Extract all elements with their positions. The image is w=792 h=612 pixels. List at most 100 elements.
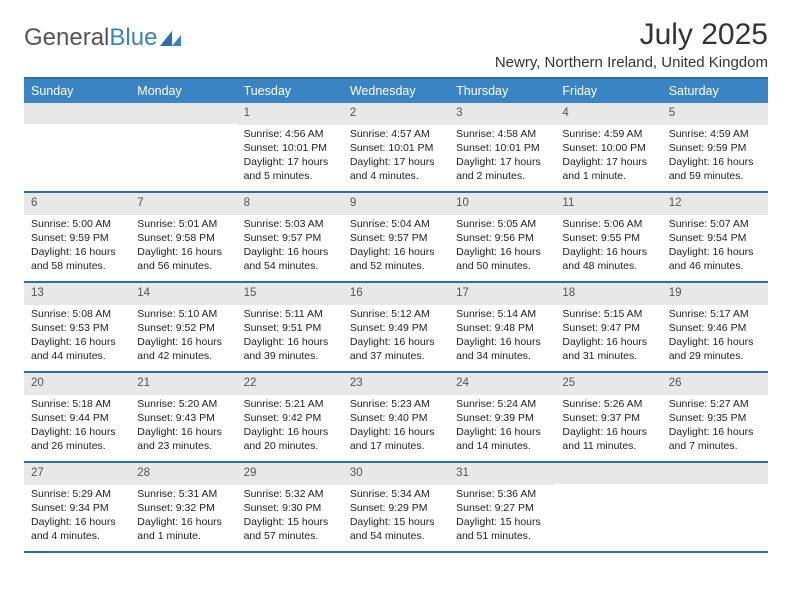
calendar: Sunday Monday Tuesday Wednesday Thursday… — [24, 77, 768, 553]
day-number — [662, 463, 768, 484]
day-cell: 29Sunrise: 5:32 AMSunset: 9:30 PMDayligh… — [237, 463, 343, 551]
sunset-text: Sunset: 9:37 PM — [562, 411, 654, 425]
day-body: Sunrise: 5:08 AMSunset: 9:53 PMDaylight:… — [24, 305, 130, 368]
day-number: 30 — [343, 463, 449, 485]
sunset-text: Sunset: 10:01 PM — [456, 141, 548, 155]
sunset-text: Sunset: 9:44 PM — [31, 411, 123, 425]
day-header: Monday — [130, 79, 236, 103]
day-cell: 10Sunrise: 5:05 AMSunset: 9:56 PMDayligh… — [449, 193, 555, 281]
daylight-text: Daylight: 17 hours and 5 minutes. — [244, 155, 336, 183]
day-cell: 2Sunrise: 4:57 AMSunset: 10:01 PMDayligh… — [343, 103, 449, 191]
day-header: Sunday — [24, 79, 130, 103]
day-cell: 3Sunrise: 4:58 AMSunset: 10:01 PMDayligh… — [449, 103, 555, 191]
sunset-text: Sunset: 9:59 PM — [669, 141, 761, 155]
daylight-text: Daylight: 16 hours and 11 minutes. — [562, 425, 654, 453]
sunrise-text: Sunrise: 5:20 AM — [137, 397, 229, 411]
day-cell: 17Sunrise: 5:14 AMSunset: 9:48 PMDayligh… — [449, 283, 555, 371]
daylight-text: Daylight: 16 hours and 44 minutes. — [31, 335, 123, 363]
sunrise-text: Sunrise: 5:18 AM — [31, 397, 123, 411]
sunset-text: Sunset: 9:51 PM — [244, 321, 336, 335]
day-cell: 25Sunrise: 5:26 AMSunset: 9:37 PMDayligh… — [555, 373, 661, 461]
day-header: Tuesday — [237, 79, 343, 103]
sunset-text: Sunset: 9:53 PM — [31, 321, 123, 335]
week-row: 20Sunrise: 5:18 AMSunset: 9:44 PMDayligh… — [24, 373, 768, 463]
day-body: Sunrise: 4:58 AMSunset: 10:01 PMDaylight… — [449, 125, 555, 188]
day-body: Sunrise: 5:31 AMSunset: 9:32 PMDaylight:… — [130, 485, 236, 548]
sunrise-text: Sunrise: 5:03 AM — [244, 217, 336, 231]
day-cell: 15Sunrise: 5:11 AMSunset: 9:51 PMDayligh… — [237, 283, 343, 371]
day-number: 13 — [24, 283, 130, 305]
day-cell: 27Sunrise: 5:29 AMSunset: 9:34 PMDayligh… — [24, 463, 130, 551]
daylight-text: Daylight: 15 hours and 57 minutes. — [244, 515, 336, 543]
sunrise-text: Sunrise: 5:06 AM — [562, 217, 654, 231]
day-body: Sunrise: 5:15 AMSunset: 9:47 PMDaylight:… — [555, 305, 661, 368]
day-cell: 31Sunrise: 5:36 AMSunset: 9:27 PMDayligh… — [449, 463, 555, 551]
day-body: Sunrise: 5:06 AMSunset: 9:55 PMDaylight:… — [555, 215, 661, 278]
day-cell: 20Sunrise: 5:18 AMSunset: 9:44 PMDayligh… — [24, 373, 130, 461]
day-body: Sunrise: 5:00 AMSunset: 9:59 PMDaylight:… — [24, 215, 130, 278]
sunrise-text: Sunrise: 5:15 AM — [562, 307, 654, 321]
daylight-text: Daylight: 16 hours and 20 minutes. — [244, 425, 336, 453]
sunset-text: Sunset: 9:35 PM — [669, 411, 761, 425]
daylight-text: Daylight: 16 hours and 39 minutes. — [244, 335, 336, 363]
sunrise-text: Sunrise: 5:24 AM — [456, 397, 548, 411]
logo-text-2: Blue — [109, 24, 157, 52]
day-body: Sunrise: 4:59 AMSunset: 9:59 PMDaylight:… — [662, 125, 768, 188]
sunrise-text: Sunrise: 5:21 AM — [244, 397, 336, 411]
sunrise-text: Sunrise: 5:01 AM — [137, 217, 229, 231]
daylight-text: Daylight: 16 hours and 14 minutes. — [456, 425, 548, 453]
day-cell: 13Sunrise: 5:08 AMSunset: 9:53 PMDayligh… — [24, 283, 130, 371]
sunset-text: Sunset: 9:57 PM — [350, 231, 442, 245]
daylight-text: Daylight: 16 hours and 4 minutes. — [31, 515, 123, 543]
daylight-text: Daylight: 16 hours and 54 minutes. — [244, 245, 336, 273]
sunset-text: Sunset: 9:58 PM — [137, 231, 229, 245]
day-body: Sunrise: 4:59 AMSunset: 10:00 PMDaylight… — [555, 125, 661, 188]
day-cell: 8Sunrise: 5:03 AMSunset: 9:57 PMDaylight… — [237, 193, 343, 281]
day-cell: 24Sunrise: 5:24 AMSunset: 9:39 PMDayligh… — [449, 373, 555, 461]
logo-icon — [159, 28, 185, 48]
daylight-text: Daylight: 16 hours and 50 minutes. — [456, 245, 548, 273]
day-body: Sunrise: 5:14 AMSunset: 9:48 PMDaylight:… — [449, 305, 555, 368]
sunset-text: Sunset: 9:27 PM — [456, 501, 548, 515]
sunrise-text: Sunrise: 4:56 AM — [244, 127, 336, 141]
day-cell: 26Sunrise: 5:27 AMSunset: 9:35 PMDayligh… — [662, 373, 768, 461]
day-number: 12 — [662, 193, 768, 215]
day-body: Sunrise: 5:29 AMSunset: 9:34 PMDaylight:… — [24, 485, 130, 548]
sunrise-text: Sunrise: 4:59 AM — [562, 127, 654, 141]
day-cell: 5Sunrise: 4:59 AMSunset: 9:59 PMDaylight… — [662, 103, 768, 191]
logo: GeneralBlue — [24, 18, 185, 52]
day-body: Sunrise: 5:03 AMSunset: 9:57 PMDaylight:… — [237, 215, 343, 278]
day-cell: 1Sunrise: 4:56 AMSunset: 10:01 PMDayligh… — [237, 103, 343, 191]
week-row: 27Sunrise: 5:29 AMSunset: 9:34 PMDayligh… — [24, 463, 768, 553]
day-body: Sunrise: 5:07 AMSunset: 9:54 PMDaylight:… — [662, 215, 768, 278]
day-number: 22 — [237, 373, 343, 395]
sunrise-text: Sunrise: 5:32 AM — [244, 487, 336, 501]
day-number: 8 — [237, 193, 343, 215]
day-cell — [662, 463, 768, 551]
sunset-text: Sunset: 9:32 PM — [137, 501, 229, 515]
sunset-text: Sunset: 10:01 PM — [244, 141, 336, 155]
day-number: 2 — [343, 103, 449, 125]
day-body: Sunrise: 5:20 AMSunset: 9:43 PMDaylight:… — [130, 395, 236, 458]
sunrise-text: Sunrise: 5:31 AM — [137, 487, 229, 501]
day-number: 26 — [662, 373, 768, 395]
location: Newry, Northern Ireland, United Kingdom — [495, 54, 768, 71]
day-number: 21 — [130, 373, 236, 395]
sunrise-text: Sunrise: 5:34 AM — [350, 487, 442, 501]
sunset-text: Sunset: 9:48 PM — [456, 321, 548, 335]
day-number: 15 — [237, 283, 343, 305]
day-number — [555, 463, 661, 484]
sunrise-text: Sunrise: 5:14 AM — [456, 307, 548, 321]
sunrise-text: Sunrise: 5:07 AM — [669, 217, 761, 231]
day-header: Wednesday — [343, 79, 449, 103]
day-number: 27 — [24, 463, 130, 485]
day-body: Sunrise: 5:10 AMSunset: 9:52 PMDaylight:… — [130, 305, 236, 368]
daylight-text: Daylight: 17 hours and 4 minutes. — [350, 155, 442, 183]
day-body: Sunrise: 5:26 AMSunset: 9:37 PMDaylight:… — [555, 395, 661, 458]
day-cell — [130, 103, 236, 191]
day-number — [130, 103, 236, 124]
sunrise-text: Sunrise: 4:57 AM — [350, 127, 442, 141]
sunrise-text: Sunrise: 5:04 AM — [350, 217, 442, 231]
daylight-text: Daylight: 15 hours and 51 minutes. — [456, 515, 548, 543]
daylight-text: Daylight: 16 hours and 7 minutes. — [669, 425, 761, 453]
